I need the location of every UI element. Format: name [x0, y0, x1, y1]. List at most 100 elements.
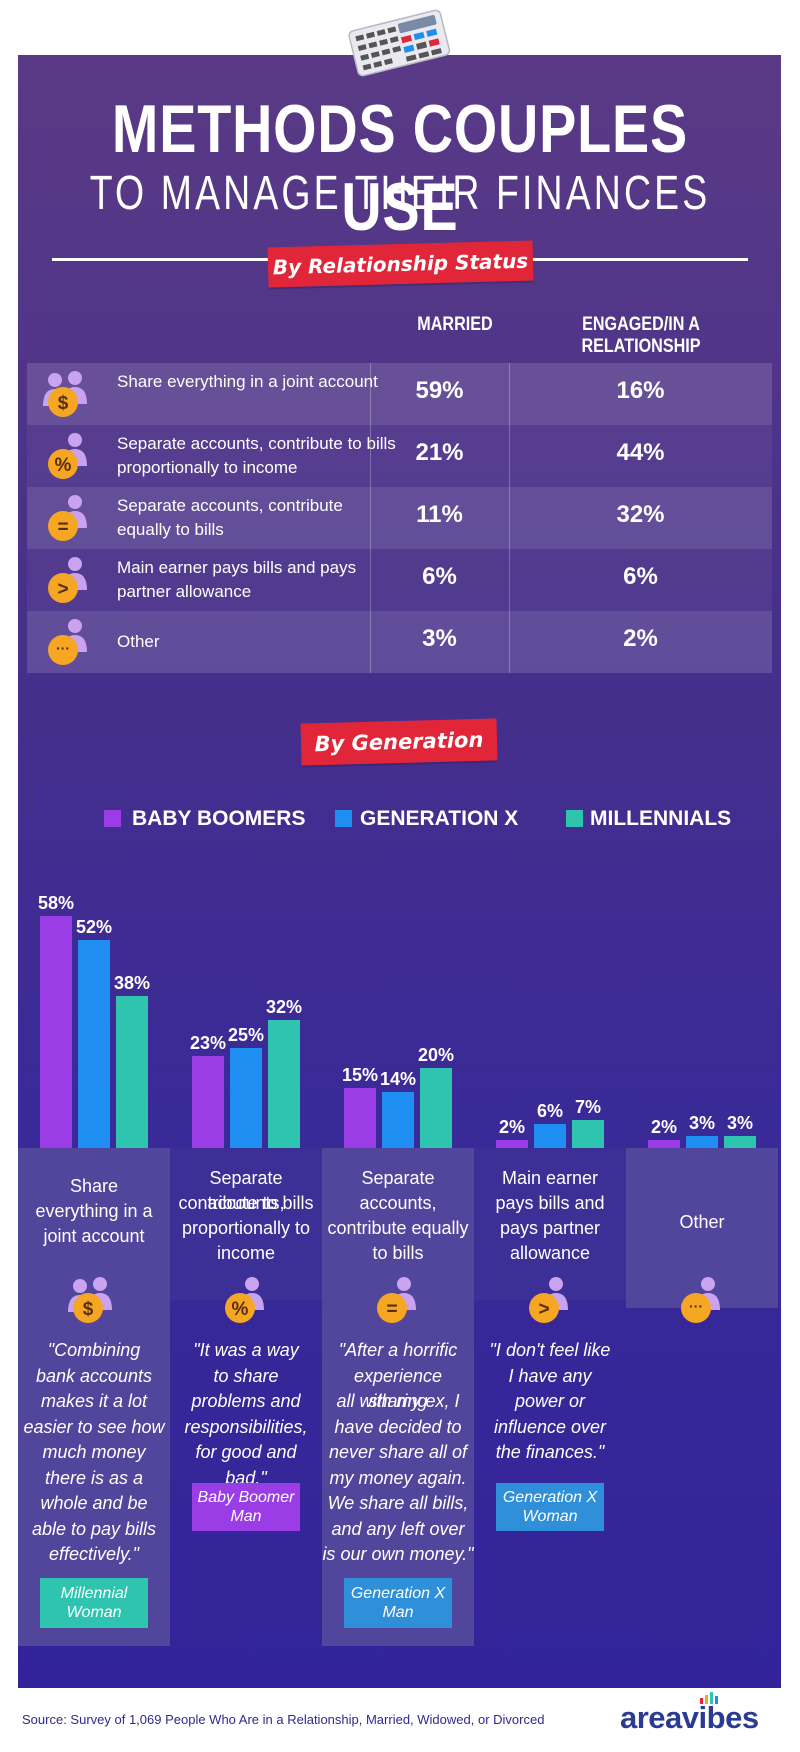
column-divider — [509, 363, 510, 425]
row-icon: = — [41, 492, 97, 544]
section-divider-right — [522, 258, 748, 261]
category-card: Other ··· — [626, 1148, 778, 1323]
card-title-line: allowance — [509, 1243, 591, 1263]
row-label: Separate accounts, contribute to bills p… — [117, 434, 396, 477]
row-label: Separate accounts, contribute equally to… — [117, 496, 343, 539]
quote-line: the finances." — [495, 1442, 605, 1462]
percent-couple-icon-symbol: % — [55, 455, 72, 476]
title-line-1: METHODS COUPLES USE — [111, 91, 689, 245]
row-label: Other — [117, 632, 160, 651]
married-value: 3% — [422, 625, 457, 652]
bar — [420, 1068, 452, 1148]
column-divider — [370, 549, 371, 611]
quote-line: "Combining — [47, 1340, 141, 1360]
card-title-line: everything in a — [35, 1201, 153, 1221]
quote-line: to share — [213, 1365, 279, 1386]
ellipsis-couple-icon-symbol: ··· — [56, 640, 70, 656]
quote-line: much money — [42, 1442, 146, 1462]
logo-bars-icon — [700, 1692, 718, 1704]
respondent-tag-line: Millennial — [60, 1585, 128, 1602]
quote-line: is our own money." — [322, 1544, 474, 1564]
table-row: ··· Other 3% 2% — [27, 611, 772, 673]
dollar-couple-icon: $ — [43, 371, 87, 417]
legend-label-baby-boomers: BABY BOOMERS — [132, 807, 306, 830]
card-title-line: Separate — [361, 1168, 435, 1188]
bar-value-label: 15% — [342, 1065, 378, 1085]
table-row: $ Share everything in a joint account 59% 1… — [27, 363, 772, 425]
bar-value-label: 6% — [537, 1101, 563, 1121]
quote-line: there is as a — [44, 1467, 144, 1488]
respondent-tag-line: Baby Boomer — [197, 1489, 295, 1506]
quote-line: bank accounts — [35, 1365, 153, 1386]
quote-line: problems and — [191, 1391, 301, 1411]
ellipsis-couple-icon: ··· — [48, 619, 87, 665]
equals-couple-icon-symbol: = — [57, 517, 68, 538]
bar-value-label: 25% — [228, 1025, 264, 1045]
bar — [192, 1056, 224, 1148]
quote-line: experience sharing — [353, 1365, 443, 1412]
table-row: > Main earner pays bills and pays partner… — [27, 549, 772, 611]
quote-line: We share all bills, — [327, 1493, 469, 1513]
engaged-value: 44% — [616, 439, 665, 466]
logo-text: areavibes — [620, 1700, 759, 1735]
quote-line: have decided to — [334, 1416, 462, 1437]
bar — [268, 1020, 300, 1148]
row-icon: $ — [41, 368, 97, 420]
column-divider — [509, 425, 510, 487]
bar — [40, 916, 72, 1148]
areavibes-logo[interactable]: areavibes — [620, 1692, 759, 1736]
legend-swatch-baby-boomers — [104, 810, 121, 827]
bar-value-label: 20% — [418, 1045, 454, 1065]
quote-line: easier to see how — [23, 1416, 165, 1437]
row-icon: ··· — [41, 616, 97, 668]
bar — [724, 1136, 756, 1148]
row-icon: % — [41, 430, 97, 482]
bar — [382, 1092, 414, 1148]
card-title-line: joint account — [43, 1226, 145, 1246]
greater-than-couple-icon: > — [529, 1277, 568, 1323]
quote-line: bad." — [225, 1467, 267, 1488]
column-header-married: MARRIED — [417, 314, 493, 335]
bar-value-label: 2% — [651, 1117, 677, 1137]
column-divider — [509, 487, 510, 549]
source-note: Source: Survey of 1,069 People Who Are i… — [22, 1712, 545, 1727]
category-card: Share everything in a joint account $ — [18, 1148, 170, 1646]
dollar-couple-icon: $ — [68, 1277, 112, 1323]
card-icon: > — [522, 1274, 578, 1326]
respondent-tag: Generation X Woman — [496, 1483, 604, 1531]
legend-label-millennials: MILLENNIALS — [590, 807, 732, 830]
quote-line: and any left over — [331, 1518, 465, 1539]
respondent-tag: Millennial Woman — [40, 1578, 148, 1628]
married-value: 6% — [422, 563, 457, 590]
category-card: Main earner pays bills and pays partner all… — [474, 1148, 626, 1323]
bar-value-label: 32% — [266, 997, 302, 1017]
bar — [648, 1140, 680, 1148]
table-row: % Separate accounts, contribute to bills … — [27, 425, 772, 487]
respondent-tag: Baby Boomer Man — [192, 1483, 300, 1531]
row-label: Share everything in a joint account — [117, 372, 378, 391]
quote-line: I have any — [508, 1365, 592, 1386]
engaged-value: 2% — [623, 625, 658, 652]
category-card: Separate accounts, contribute to bills pro… — [170, 1148, 322, 1323]
respondent-tag-line: Woman — [522, 1508, 578, 1525]
quote-line: makes it a lot — [40, 1391, 148, 1411]
percent-couple-icon-symbol: % — [232, 1299, 249, 1320]
quote-line: responsibilities, — [184, 1416, 308, 1437]
ellipsis-couple-icon: ··· — [681, 1277, 720, 1323]
bar-value-label: 58% — [38, 893, 74, 913]
column-divider — [370, 363, 371, 425]
respondent-tag-line: Man — [382, 1604, 414, 1621]
dollar-couple-icon-symbol: $ — [83, 1299, 94, 1320]
column-divider — [509, 611, 510, 673]
respondent-tag: Generation X Man — [344, 1578, 452, 1628]
legend-label-generation-x: GENERATION X — [360, 807, 519, 830]
percent-couple-icon: % — [225, 1277, 264, 1323]
equals-couple-icon-symbol: = — [386, 1299, 397, 1320]
card-title-line: accounts, — [359, 1193, 437, 1213]
married-value: 11% — [416, 501, 463, 528]
bar-value-label: 2% — [499, 1117, 525, 1137]
married-value: 21% — [415, 439, 464, 466]
legend-swatch-millennials — [566, 810, 583, 827]
quote-line: whole and be — [40, 1493, 148, 1513]
